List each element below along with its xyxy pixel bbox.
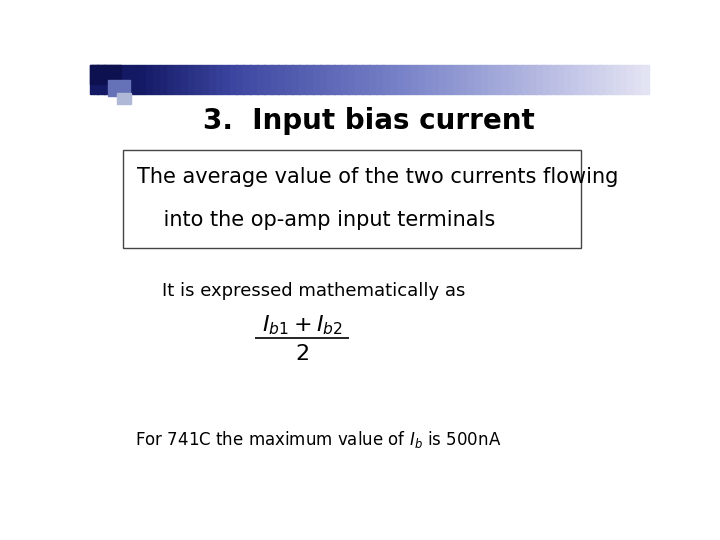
Bar bbox=[383, 65, 390, 94]
Bar bbox=[571, 65, 579, 94]
Bar bbox=[634, 65, 642, 94]
Bar bbox=[97, 65, 104, 94]
Bar bbox=[125, 65, 132, 94]
Bar bbox=[467, 65, 474, 94]
Bar bbox=[495, 65, 502, 94]
Text: $\mathit{I}_{b1} + \mathit{I}_{b2}$: $\mathit{I}_{b1} + \mathit{I}_{b2}$ bbox=[261, 314, 343, 338]
Bar bbox=[334, 65, 342, 94]
Bar bbox=[620, 65, 628, 94]
Bar bbox=[327, 65, 335, 94]
Bar bbox=[90, 65, 97, 94]
Bar bbox=[641, 65, 649, 94]
Bar bbox=[578, 65, 586, 94]
Bar bbox=[369, 65, 377, 94]
Bar bbox=[258, 65, 265, 94]
Bar bbox=[502, 65, 509, 94]
Bar bbox=[230, 65, 237, 94]
Bar bbox=[376, 65, 384, 94]
Bar bbox=[529, 65, 537, 94]
Bar bbox=[160, 65, 167, 94]
Bar bbox=[474, 65, 481, 94]
Bar bbox=[606, 65, 613, 94]
Bar bbox=[132, 65, 140, 94]
Bar bbox=[438, 65, 446, 94]
Bar bbox=[508, 65, 516, 94]
Bar bbox=[292, 65, 300, 94]
Bar bbox=[557, 65, 565, 94]
Bar bbox=[390, 65, 397, 94]
Bar bbox=[599, 65, 607, 94]
Bar bbox=[104, 65, 112, 94]
Bar bbox=[536, 65, 544, 94]
Bar bbox=[279, 65, 286, 94]
Bar bbox=[481, 65, 488, 94]
Bar bbox=[167, 65, 174, 94]
Bar bbox=[300, 65, 307, 94]
Bar bbox=[117, 93, 131, 104]
Bar bbox=[118, 65, 125, 94]
Bar bbox=[188, 65, 195, 94]
Bar bbox=[243, 65, 251, 94]
Bar bbox=[90, 65, 121, 84]
Bar bbox=[285, 65, 293, 94]
Text: 3.  Input bias current: 3. Input bias current bbox=[203, 107, 535, 135]
Bar bbox=[397, 65, 405, 94]
Text: into the op-amp input terminals: into the op-amp input terminals bbox=[138, 211, 495, 231]
Bar bbox=[487, 65, 495, 94]
Bar bbox=[523, 65, 530, 94]
Bar bbox=[313, 65, 320, 94]
Text: The average value of the two currents flowing: The average value of the two currents fl… bbox=[138, 167, 618, 187]
Bar bbox=[446, 65, 454, 94]
Bar bbox=[222, 65, 230, 94]
Bar bbox=[271, 65, 279, 94]
Bar bbox=[411, 65, 418, 94]
Bar bbox=[459, 65, 467, 94]
Bar bbox=[109, 80, 130, 96]
Bar bbox=[516, 65, 523, 94]
Bar bbox=[348, 65, 356, 94]
Bar bbox=[139, 65, 146, 94]
Bar bbox=[264, 65, 272, 94]
Bar bbox=[593, 65, 600, 94]
Text: For 741C the maximum value of $\mathit{I}_b$ is 500nA: For 741C the maximum value of $\mathit{I… bbox=[135, 429, 501, 449]
Bar bbox=[550, 65, 558, 94]
Bar bbox=[355, 65, 363, 94]
Bar bbox=[251, 65, 258, 94]
Bar bbox=[111, 65, 119, 94]
Bar bbox=[181, 65, 188, 94]
Bar bbox=[194, 65, 202, 94]
Bar bbox=[341, 65, 348, 94]
Bar bbox=[613, 65, 621, 94]
FancyBboxPatch shape bbox=[124, 150, 581, 248]
Bar bbox=[425, 65, 432, 94]
Bar bbox=[564, 65, 572, 94]
Bar bbox=[174, 65, 181, 94]
Bar bbox=[145, 65, 153, 94]
Bar bbox=[236, 65, 244, 94]
Bar bbox=[544, 65, 551, 94]
Bar bbox=[306, 65, 314, 94]
Bar bbox=[362, 65, 369, 94]
Bar bbox=[320, 65, 328, 94]
Text: $\mathit{2}$: $\mathit{2}$ bbox=[295, 344, 309, 364]
Bar bbox=[453, 65, 460, 94]
Bar bbox=[209, 65, 216, 94]
Bar bbox=[432, 65, 439, 94]
Bar bbox=[627, 65, 634, 94]
Bar bbox=[418, 65, 426, 94]
Bar bbox=[215, 65, 223, 94]
Bar bbox=[404, 65, 411, 94]
Bar bbox=[153, 65, 161, 94]
Bar bbox=[202, 65, 209, 94]
Text: It is expressed mathematically as: It is expressed mathematically as bbox=[161, 282, 465, 300]
Bar bbox=[585, 65, 593, 94]
